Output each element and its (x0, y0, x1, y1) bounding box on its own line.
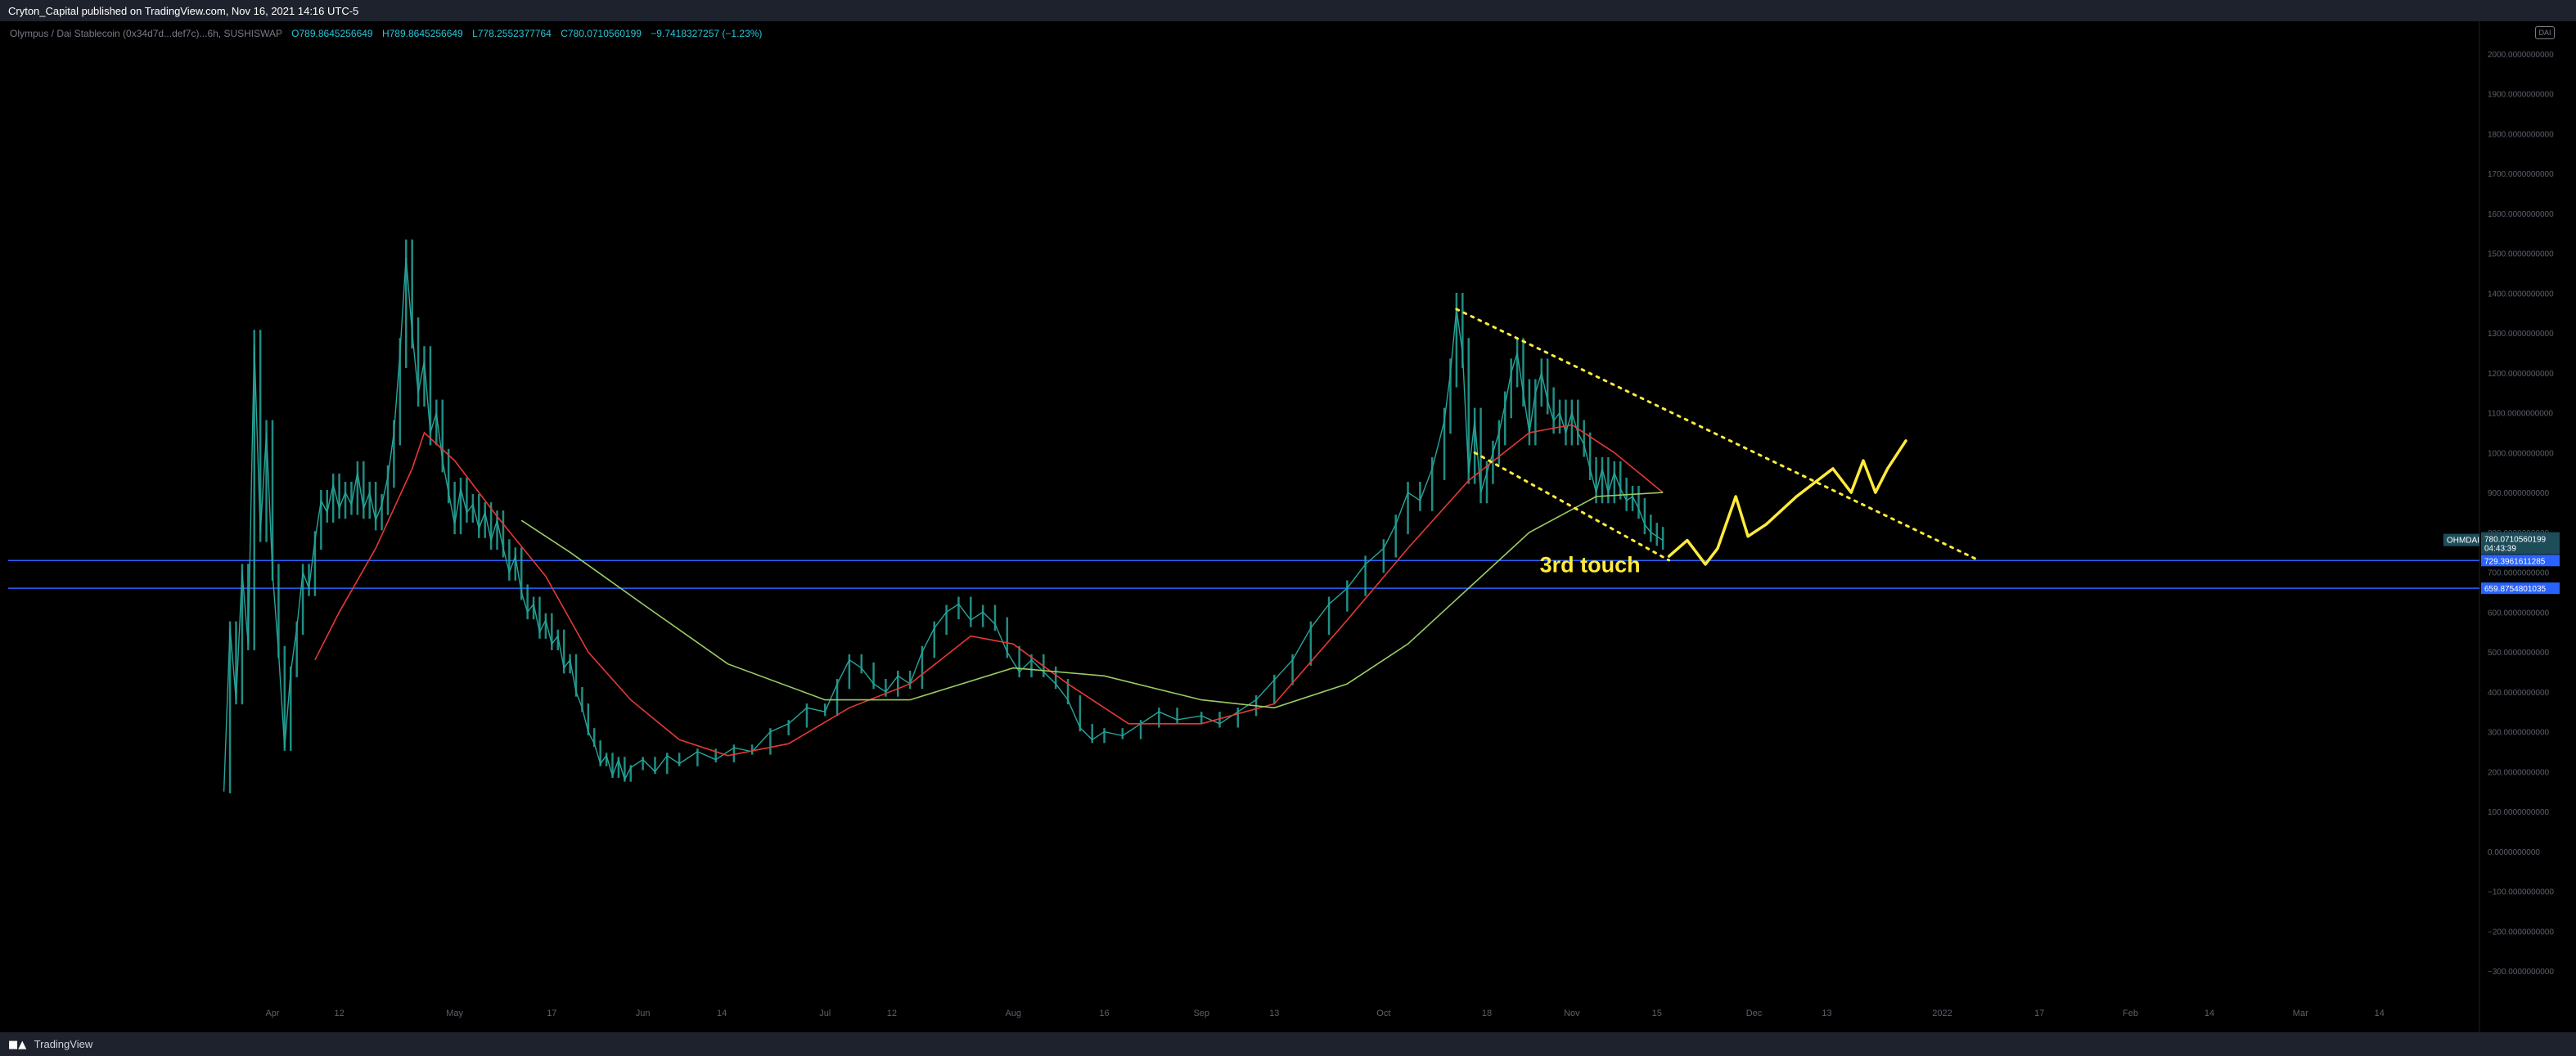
y-tick-label: 2000.0000000000 (2488, 51, 2554, 60)
x-tick-label: 14 (2375, 1009, 2385, 1018)
x-tick-label: Sep (1193, 1009, 1209, 1018)
publisher-text: Cryton_Capital published on TradingView.… (8, 5, 359, 17)
y-tick-label: −100.0000000000 (2488, 888, 2554, 897)
x-tick-label: 17 (547, 1009, 556, 1018)
publisher-bar: Cryton_Capital published on TradingView.… (0, 0, 2576, 21)
footer-bar: ■▲ TradingView (0, 1032, 2576, 1056)
level-2-tag (2481, 582, 2560, 595)
y-tick-label: 500.0000000000 (2488, 649, 2550, 658)
trendline-2[interactable] (1473, 451, 1671, 562)
currency-badge[interactable]: DAI (2535, 26, 2555, 39)
y-tick-label: 1400.0000000000 (2488, 290, 2554, 299)
x-tick-label: 12 (334, 1009, 344, 1018)
y-tick-label: 0.0000000000 (2488, 848, 2540, 857)
high-value: H789.8645256649 (381, 28, 463, 39)
last-price-tag (2481, 532, 2560, 555)
x-tick-label: 13 (1269, 1009, 1279, 1018)
level-1-text: 729.3961611285 (2484, 557, 2546, 566)
chart-area[interactable]: 2000.0000000000 1900.0000000000 1800.00000… (0, 21, 2576, 1032)
low-value: L778.2552377764 (472, 28, 552, 39)
moving-average-fast[interactable] (314, 424, 1664, 757)
moving-average-slow[interactable] (520, 492, 1664, 709)
y-tick-label: 1300.0000000000 (2488, 330, 2554, 339)
level-2-text: 659.8754801035 (2484, 585, 2547, 594)
symbol-tag-text: OHMDAI (2447, 537, 2479, 546)
y-tick-label: 200.0000000000 (2488, 768, 2550, 777)
symbol-name: Olympus / Dai Stablecoin (0x34d7d...def7… (10, 28, 282, 39)
trendline-1[interactable] (1455, 308, 1980, 562)
y-tick-label: 1900.0000000000 (2488, 91, 2554, 100)
y-tick-label: 100.0000000000 (2488, 808, 2550, 817)
y-tick-label: 300.0000000000 (2488, 729, 2550, 738)
symbol-tag (2443, 533, 2479, 546)
close-value: C780.0710560199 (561, 28, 642, 39)
y-tick-label: 700.0000000000 (2488, 569, 2550, 578)
x-tick-label: 18 (1482, 1009, 1492, 1018)
y-tick-label: 1100.0000000000 (2488, 410, 2553, 419)
price-axis[interactable] (2479, 21, 2576, 1032)
x-tick-label: May (446, 1009, 463, 1018)
x-tick-label: Jul (819, 1009, 831, 1018)
x-tick-label: Aug (1005, 1009, 1021, 1018)
last-price-text: 780.0710560199 (2484, 536, 2547, 545)
x-tick-label: 16 (1099, 1009, 1109, 1018)
y-tick-label: 1800.0000000000 (2488, 130, 2554, 139)
x-tick-label: 12 (887, 1009, 897, 1018)
x-tick-label: 2022 (1932, 1009, 1952, 1018)
x-tick-label: Apr (265, 1009, 279, 1018)
x-tick-label: 14 (717, 1009, 727, 1018)
open-value: O789.8645256649 (291, 28, 373, 39)
x-tick-label: 14 (2204, 1009, 2214, 1018)
y-tick-label: 1700.0000000000 (2488, 170, 2554, 179)
projection-sketch[interactable] (1667, 439, 1907, 566)
x-tick-label: Oct (1376, 1009, 1390, 1018)
y-tick-label: 1600.0000000000 (2488, 210, 2554, 219)
y-tick-label: −300.0000000000 (2488, 968, 2554, 977)
y-tick-label: 900.0000000000 (2488, 489, 2550, 498)
x-tick-label: 17 (2034, 1009, 2044, 1018)
y-tick-label: 1500.0000000000 (2488, 250, 2554, 259)
x-tick-label: Dec (1746, 1009, 1763, 1018)
annotation-3rd-touch: 3rd touch (1540, 553, 1641, 577)
y-tick-label: 600.0000000000 (2488, 609, 2550, 618)
price-series-line[interactable] (223, 257, 1664, 792)
footer-logo-text[interactable]: TradingView (34, 1038, 93, 1050)
x-tick-label: Mar (2293, 1009, 2308, 1018)
y-tick-label: 400.0000000000 (2488, 689, 2550, 698)
level-1-tag (2481, 555, 2560, 567)
x-tick-label: 15 (1652, 1009, 1662, 1018)
y-tick-label: 1000.0000000000 (2488, 449, 2554, 458)
countdown-text: 04:43:39 (2484, 545, 2516, 554)
change-value: −9.7418327257 (−1.23%) (651, 28, 763, 39)
x-tick-label: Jun (636, 1009, 651, 1018)
x-tick-label: Nov (1564, 1009, 1580, 1018)
x-tick-label: Feb (2123, 1009, 2138, 1018)
x-tick-label: 13 (1822, 1009, 1831, 1018)
y-tick-label: −200.0000000000 (2488, 928, 2554, 937)
chart-legend: Olympus / Dai Stablecoin (0x34d7d...def7… (10, 28, 762, 39)
y-tick-label: 1200.0000000000 (2488, 370, 2554, 379)
tradingview-logo-icon[interactable]: ■▲ (8, 1039, 27, 1051)
price-chart[interactable]: 2000.0000000000 1900.0000000000 1800.00000… (0, 21, 2576, 1032)
